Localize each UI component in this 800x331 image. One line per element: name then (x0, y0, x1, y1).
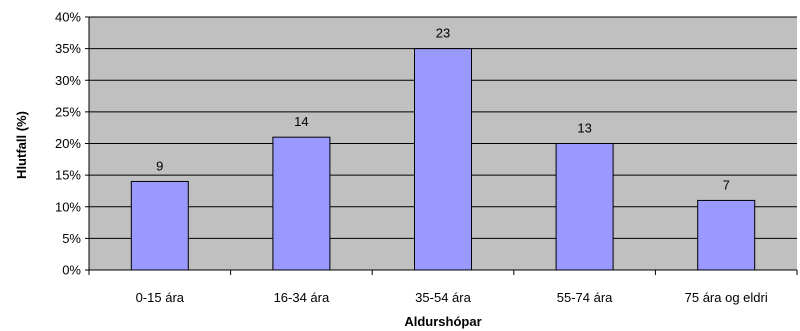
axes (85, 16, 798, 275)
y-tick-label: 0% (62, 263, 81, 278)
y-tick-label: 5% (62, 231, 81, 246)
x-tick-label: 75 ára og eldri (685, 290, 768, 305)
bars (130, 48, 756, 271)
y-tick-label: 15% (55, 168, 81, 183)
y-tick-label: 25% (55, 104, 81, 119)
labels: 0% 5% 10% 15% 20% 25% 30% 35% 40% 9 0-15 ára 14 16-3… (55, 10, 768, 306)
y-tick-label: 30% (55, 73, 81, 88)
x-axis-title: Aldurshópar (404, 314, 481, 329)
y-axis-title: Hlutfall (%) (14, 111, 29, 179)
bar (555, 143, 614, 271)
bar (272, 136, 331, 271)
x-tick-label: 16-34 ára (274, 290, 330, 305)
bar (130, 180, 189, 271)
bar-data-label: 7 (723, 177, 730, 192)
x-tick-label: 0-15 ára (136, 290, 185, 305)
y-tick-label: 20% (55, 136, 81, 151)
x-tick-label: 55-74 ára (557, 290, 613, 305)
bar-data-label: 23 (436, 26, 450, 41)
bar (697, 199, 756, 271)
bar-data-label: 9 (156, 158, 163, 173)
y-tick-label: 35% (55, 41, 81, 56)
y-tick-label: 10% (55, 199, 81, 214)
bar-data-label: 13 (577, 121, 591, 136)
y-tick-label: 40% (55, 10, 81, 25)
bar-data-label: 14 (294, 114, 308, 129)
bar (414, 48, 472, 271)
x-tick-label: 35-54 ára (415, 290, 471, 305)
